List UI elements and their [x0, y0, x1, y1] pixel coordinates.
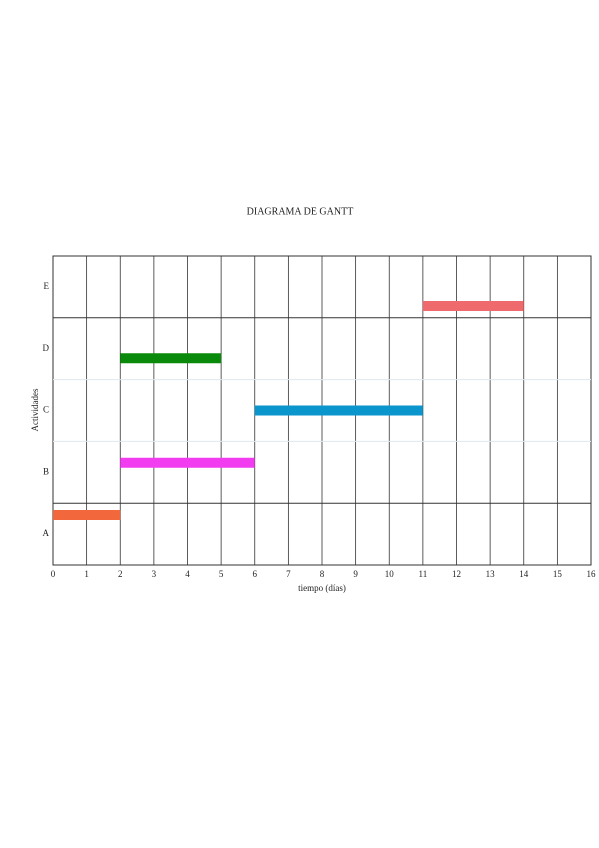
x-tick-label: 10	[385, 569, 395, 579]
x-tick-label: 3	[152, 569, 157, 579]
y-tick-label: B	[43, 466, 49, 476]
x-tick-label: 15	[553, 569, 563, 579]
x-tick-label: 1	[84, 569, 89, 579]
x-tick-label: 11	[419, 569, 428, 579]
x-axis-label: tiempo (días)	[298, 583, 346, 593]
y-tick-label: A	[43, 528, 50, 538]
chart-title: DIAGRAMA DE GANTT	[247, 206, 354, 217]
x-tick-label: 13	[486, 569, 496, 579]
x-tick-label: 12	[452, 569, 461, 579]
x-tick-label: 4	[185, 569, 190, 579]
gantt-bar	[53, 510, 121, 520]
x-tick-label: 0	[51, 569, 56, 579]
gantt-bar	[120, 353, 222, 364]
x-tick-label: 6	[253, 569, 258, 579]
x-tick-label: 5	[219, 569, 224, 579]
gantt-bar	[254, 405, 423, 416]
x-tick-label: 7	[286, 569, 291, 579]
x-tick-label: 16	[587, 569, 597, 579]
x-tick-label: 8	[320, 569, 325, 579]
y-tick-label: C	[43, 405, 49, 415]
x-tick-label: 2	[118, 569, 123, 579]
gantt-bar	[120, 457, 255, 468]
y-tick-label: D	[43, 343, 50, 353]
x-tick-label: 9	[353, 569, 358, 579]
y-tick-label: E	[44, 281, 50, 291]
y-axis-label: Actividades	[30, 388, 40, 431]
x-tick-label: 14	[519, 569, 529, 579]
gantt-bar	[422, 301, 524, 311]
